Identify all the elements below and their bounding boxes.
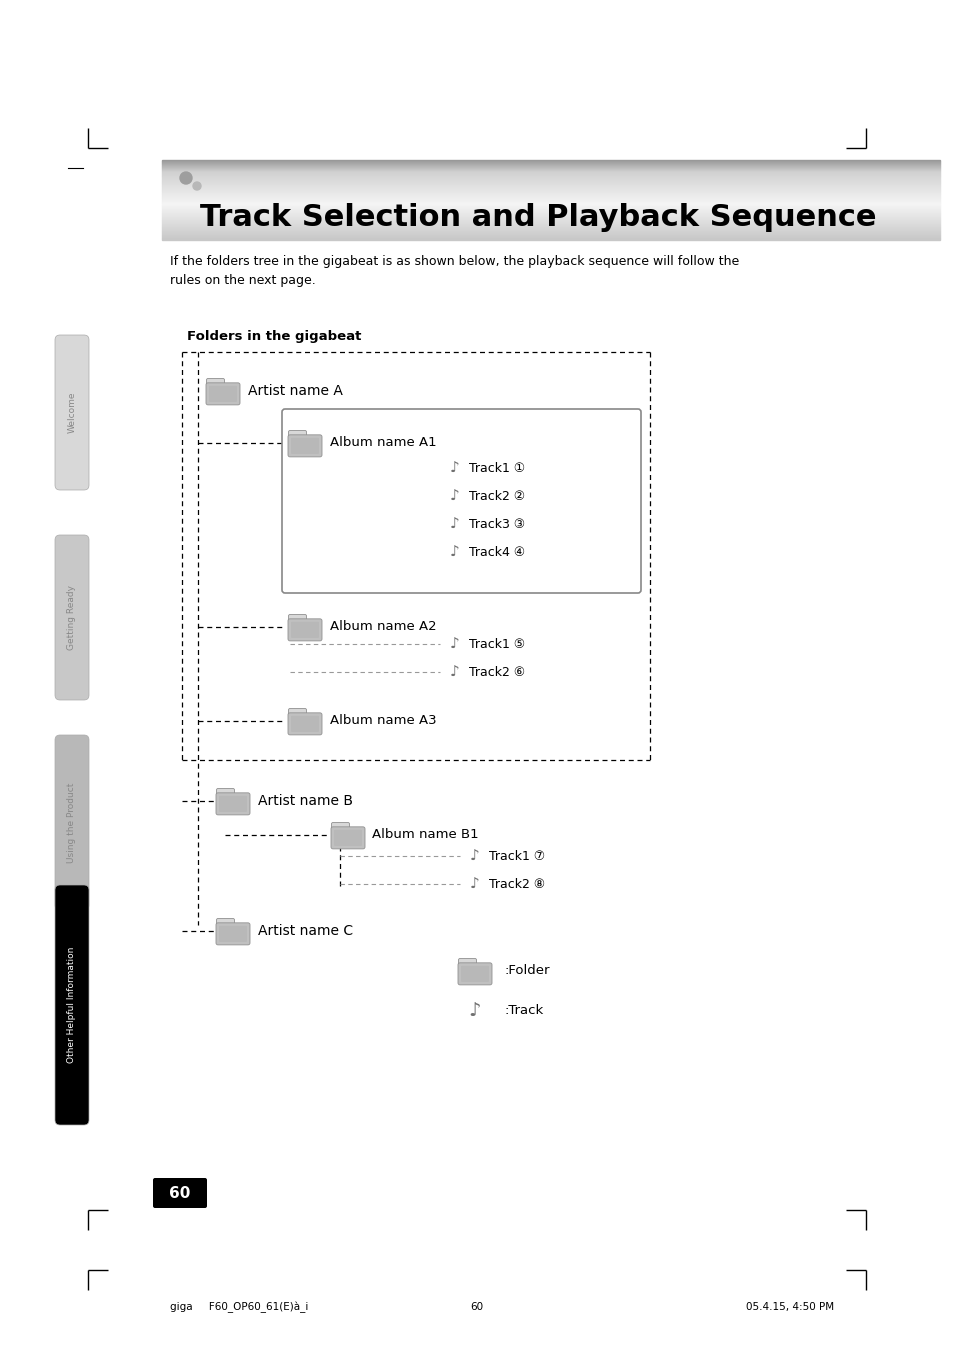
Text: ♪: ♪: [450, 516, 459, 531]
Text: Folders in the gigabeat: Folders in the gigabeat: [187, 330, 361, 343]
Text: ♪: ♪: [450, 544, 459, 559]
Text: 60: 60: [470, 1302, 483, 1312]
FancyBboxPatch shape: [209, 386, 236, 401]
FancyBboxPatch shape: [152, 1178, 207, 1208]
FancyBboxPatch shape: [331, 827, 365, 848]
Text: Track2 ⑧: Track2 ⑧: [489, 878, 544, 890]
Text: Track3 ③: Track3 ③: [469, 517, 524, 531]
FancyBboxPatch shape: [291, 438, 318, 454]
FancyBboxPatch shape: [215, 923, 250, 944]
Text: 60: 60: [169, 1185, 191, 1201]
FancyBboxPatch shape: [216, 919, 234, 928]
Text: ♪: ♪: [450, 461, 459, 476]
FancyBboxPatch shape: [457, 963, 492, 985]
Text: Other Helpful Information: Other Helpful Information: [68, 947, 76, 1063]
Text: ♪: ♪: [450, 665, 459, 680]
FancyBboxPatch shape: [55, 335, 89, 490]
Text: Track Selection and Playback Sequence: Track Selection and Playback Sequence: [200, 204, 876, 232]
FancyBboxPatch shape: [458, 958, 476, 967]
Text: ♪: ♪: [470, 848, 479, 863]
Text: :Track: :Track: [504, 1005, 543, 1017]
Text: Track2 ⑥: Track2 ⑥: [469, 666, 524, 678]
FancyBboxPatch shape: [288, 713, 322, 735]
Text: Track1 ⑤: Track1 ⑤: [469, 638, 524, 650]
Text: ♪: ♪: [470, 877, 479, 892]
FancyBboxPatch shape: [215, 793, 250, 815]
FancyBboxPatch shape: [288, 615, 306, 624]
FancyBboxPatch shape: [55, 735, 89, 911]
FancyBboxPatch shape: [55, 885, 89, 1125]
FancyBboxPatch shape: [460, 966, 489, 982]
Text: Getting Ready: Getting Ready: [68, 585, 76, 650]
Text: ♪: ♪: [468, 1001, 480, 1020]
Text: Track4 ④: Track4 ④: [469, 546, 524, 558]
Text: Track1 ①: Track1 ①: [469, 462, 524, 474]
Text: ♪: ♪: [450, 636, 459, 651]
Text: If the folders tree in the gigabeat is as shown below, the playback sequence wil: If the folders tree in the gigabeat is a…: [170, 255, 739, 286]
Text: Artist name A: Artist name A: [248, 384, 342, 399]
Text: Album name A2: Album name A2: [330, 620, 436, 634]
Text: :Folder: :Folder: [504, 965, 550, 978]
FancyBboxPatch shape: [288, 708, 306, 717]
Text: Artist name C: Artist name C: [257, 924, 353, 938]
Text: Track2 ②: Track2 ②: [469, 489, 524, 503]
FancyBboxPatch shape: [288, 435, 322, 457]
FancyBboxPatch shape: [334, 830, 361, 846]
FancyBboxPatch shape: [282, 409, 640, 593]
Text: Artist name B: Artist name B: [257, 794, 353, 808]
FancyBboxPatch shape: [331, 823, 349, 832]
Text: Album name B1: Album name B1: [372, 828, 478, 842]
FancyBboxPatch shape: [206, 382, 240, 405]
Circle shape: [193, 182, 201, 190]
FancyBboxPatch shape: [55, 535, 89, 700]
Text: 05.4.15, 4:50 PM: 05.4.15, 4:50 PM: [745, 1302, 833, 1312]
FancyBboxPatch shape: [291, 621, 318, 638]
FancyBboxPatch shape: [219, 796, 247, 812]
Text: ♪: ♪: [450, 489, 459, 504]
Text: Album name A3: Album name A3: [330, 715, 436, 727]
Text: Album name A1: Album name A1: [330, 436, 436, 450]
FancyBboxPatch shape: [219, 925, 247, 942]
FancyBboxPatch shape: [288, 431, 306, 439]
FancyBboxPatch shape: [291, 716, 318, 732]
Text: Track1 ⑦: Track1 ⑦: [489, 850, 544, 862]
FancyBboxPatch shape: [288, 619, 322, 640]
FancyBboxPatch shape: [206, 378, 224, 388]
Text: Using the Product: Using the Product: [68, 782, 76, 863]
Text: Welcome: Welcome: [68, 392, 76, 434]
Text: giga     F60_OP60_61(E)à_i: giga F60_OP60_61(E)à_i: [170, 1301, 308, 1313]
Circle shape: [180, 172, 192, 184]
FancyBboxPatch shape: [216, 789, 234, 797]
